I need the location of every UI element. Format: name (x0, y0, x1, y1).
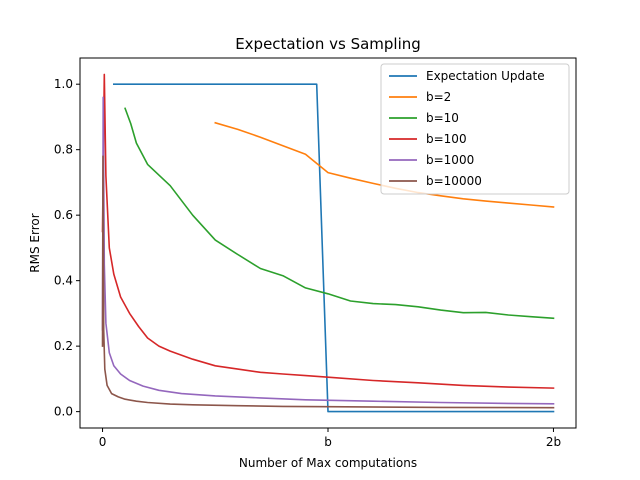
y-tick-label-5: 1.0 (54, 77, 73, 91)
series-line-0 (113, 83, 555, 413)
chart-title: Expectation vs Sampling (235, 35, 421, 53)
legend-box (380, 63, 570, 195)
series-line-5 (101, 155, 555, 409)
y-axis-ticks: 0.0 0.2 0.4 0.6 0.8 1.0 (54, 77, 80, 419)
legend-label-4: b=1000 (426, 153, 474, 167)
series-line-3 (101, 73, 555, 389)
y-tick-label-2: 0.4 (54, 274, 73, 288)
y-tick-label-0: 0.0 (54, 405, 73, 419)
y-tick-label-1: 0.2 (54, 339, 73, 353)
x-tick-label-2: 2b (546, 435, 561, 449)
y-tick-label-3: 0.6 (54, 208, 73, 222)
x-axis-ticks: 0 b 2b (99, 428, 561, 449)
legend-label-2: b=10 (426, 111, 459, 125)
x-tick-label-1: b (324, 435, 332, 449)
y-axis-label: RMS Error (28, 213, 42, 272)
series-line-2 (124, 107, 555, 320)
legend-label-5: b=10000 (426, 174, 482, 188)
legend-label-0: Expectation Update (426, 69, 545, 83)
x-tick-label-0: 0 (99, 435, 107, 449)
series-line-4 (101, 96, 555, 405)
legend: Expectation Update b=2 b=10 b=100 b=1000 b=10… (380, 63, 570, 195)
legend-label-1: b=2 (426, 90, 451, 104)
legend-label-3: b=100 (426, 132, 467, 146)
x-axis-label: Number of Max computations (239, 456, 417, 470)
y-tick-label-4: 0.8 (54, 143, 73, 157)
